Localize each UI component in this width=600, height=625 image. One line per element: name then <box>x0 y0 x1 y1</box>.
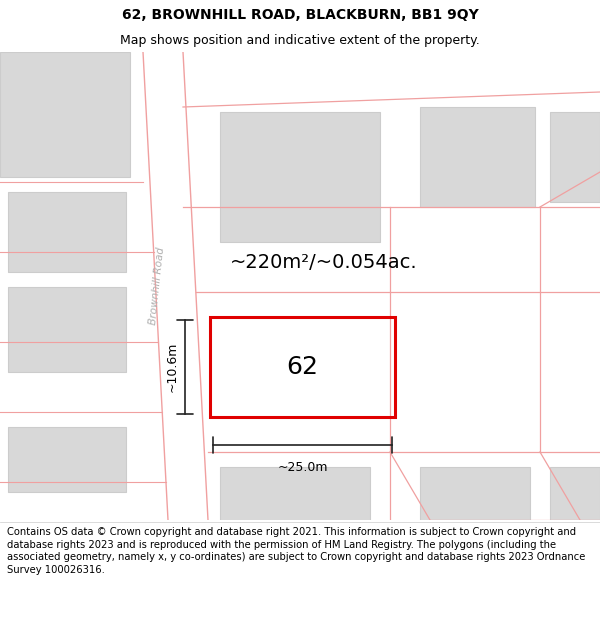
Text: ~25.0m: ~25.0m <box>277 461 328 474</box>
Bar <box>550 467 600 557</box>
Polygon shape <box>143 52 208 520</box>
Text: Map shows position and indicative extent of the property.: Map shows position and indicative extent… <box>120 34 480 47</box>
Bar <box>420 467 530 572</box>
Bar <box>220 467 370 577</box>
Text: ~10.6m: ~10.6m <box>166 342 179 392</box>
Bar <box>0 52 130 177</box>
Bar <box>210 317 395 417</box>
Text: Brownhill Road: Brownhill Road <box>148 247 166 325</box>
Bar <box>8 427 126 492</box>
Bar <box>220 112 380 242</box>
Bar <box>8 287 126 372</box>
Text: ~220m²/~0.054ac.: ~220m²/~0.054ac. <box>230 253 418 271</box>
Text: 62: 62 <box>287 355 319 379</box>
Text: 62, BROWNHILL ROAD, BLACKBURN, BB1 9QY: 62, BROWNHILL ROAD, BLACKBURN, BB1 9QY <box>122 8 478 21</box>
Bar <box>420 107 535 207</box>
Text: Contains OS data © Crown copyright and database right 2021. This information is : Contains OS data © Crown copyright and d… <box>7 528 586 574</box>
Bar <box>550 112 600 202</box>
Bar <box>8 192 126 272</box>
